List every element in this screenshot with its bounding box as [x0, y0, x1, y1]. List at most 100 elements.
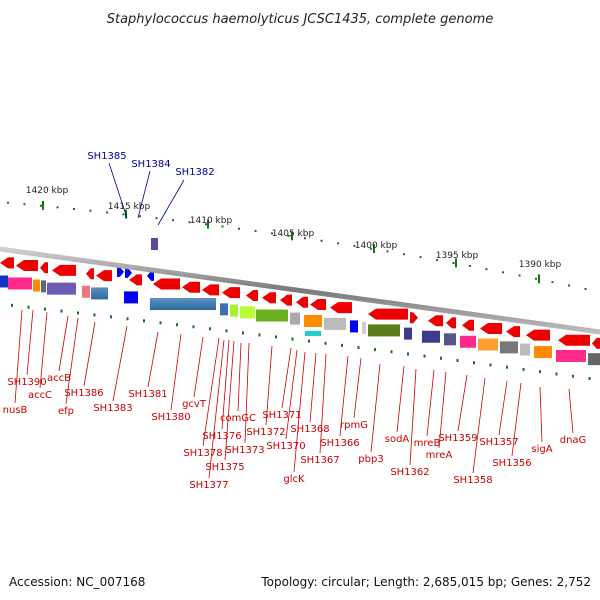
gene-arrow	[330, 302, 352, 314]
gene-arrow	[592, 337, 600, 349]
ruler-dot	[225, 329, 228, 333]
gene-label: glcK	[283, 474, 305, 485]
gene-arrow	[96, 270, 112, 282]
ruler-dot	[374, 348, 376, 352]
ruler-dot	[506, 365, 508, 369]
gene-arrow	[368, 308, 408, 320]
gene-label: efp	[58, 406, 74, 417]
gene-arrow	[526, 329, 550, 341]
ruler-dot	[419, 256, 422, 259]
ruler-major-tick	[373, 244, 375, 254]
kbp-label: 1405 kbp	[272, 229, 315, 239]
gene-label: SH1370	[266, 441, 305, 452]
leader-line	[353, 357, 362, 419]
gene-block	[520, 343, 530, 356]
gene-block	[556, 349, 586, 362]
gene-label: SH1385	[87, 151, 126, 162]
gene-block	[240, 306, 255, 319]
leader-line	[370, 363, 381, 453]
gene-label: SH1371	[262, 410, 301, 421]
ruler-dot	[275, 335, 277, 339]
ruler-dot	[60, 309, 63, 313]
gene-arrow	[16, 260, 38, 272]
ruler-dot	[440, 356, 442, 360]
gene-block	[8, 277, 32, 290]
gene-label: SH1378	[183, 448, 222, 459]
gene-arrow	[246, 289, 258, 301]
gene-arrow	[506, 326, 520, 338]
ruler-dot	[159, 321, 162, 325]
gene-block	[305, 331, 321, 336]
ruler-dot	[386, 250, 389, 253]
ruler-dot	[572, 374, 574, 378]
kbp-label: 1420 kbp	[26, 186, 69, 196]
gene-block	[256, 309, 288, 322]
gene-block	[368, 324, 400, 337]
gene-label: SH1381	[128, 389, 167, 400]
gene-arrow	[125, 267, 132, 278]
gene-arrow	[147, 270, 154, 281]
ruler-dot	[172, 219, 174, 222]
leader-line	[457, 374, 468, 432]
leader-line	[244, 342, 250, 444]
gene-arrow	[86, 268, 94, 280]
ruler-dot	[320, 239, 323, 242]
gene-arrow	[52, 264, 76, 276]
ruler-dot	[188, 221, 191, 224]
gene-arrow	[480, 323, 502, 335]
ruler-major-tick	[207, 219, 209, 229]
gene-label: SH1390	[7, 377, 46, 388]
gene-label: SH1386	[64, 388, 103, 399]
gene-block	[0, 275, 8, 288]
ruler-dot	[93, 313, 96, 317]
ruler-dot	[139, 215, 141, 218]
ruler-dot	[73, 207, 75, 210]
gene-label: nusB	[3, 405, 28, 416]
ruler-dot	[89, 209, 92, 212]
leader-line	[293, 351, 306, 473]
leader-lines	[14, 162, 574, 479]
ruler-dot	[390, 350, 393, 354]
ruler-dot	[502, 271, 504, 274]
ruler-dot	[337, 242, 339, 245]
gene-label: SH1368	[290, 424, 329, 435]
ruler-dot	[291, 337, 294, 341]
gene-arrow	[40, 262, 48, 274]
ruler-dot	[258, 333, 261, 337]
kbp-label: 1390 kbp	[519, 260, 562, 270]
ruler-dot	[209, 327, 211, 331]
leader-line	[202, 337, 220, 447]
ruler-dot	[44, 307, 46, 311]
gene-label: gcvT	[182, 399, 207, 410]
gene-block	[362, 321, 366, 334]
kbp-label: 1400 kbp	[355, 241, 398, 251]
leader-line	[319, 353, 327, 454]
leader-line	[568, 388, 574, 434]
kbp-label: 1415 kbp	[108, 202, 151, 212]
ruler-dot	[469, 265, 471, 268]
gene-block	[33, 279, 40, 292]
ruler-dot	[407, 352, 409, 356]
gene-arrow	[117, 266, 124, 277]
gene-arrow	[222, 287, 240, 299]
gene-label: SH1384	[131, 159, 170, 170]
genome-summary-text: Topology: circular; Length: 2,685,015 bp…	[260, 575, 591, 589]
ruler-dot	[555, 372, 558, 376]
gene-arrow	[310, 298, 326, 310]
gene-block	[151, 238, 158, 250]
ruler-dot	[568, 284, 570, 287]
map-title: Staphylococcus haemolyticus JCSC1435, co…	[107, 12, 494, 27]
ruler-dot	[584, 287, 587, 290]
ruler-dot	[304, 237, 306, 240]
gene-features	[0, 238, 600, 381]
gene-block	[500, 341, 518, 354]
gene-arrow	[428, 315, 443, 327]
ruler-dot	[122, 213, 125, 216]
gene-label: SH1358	[453, 475, 492, 486]
ruler-dot	[106, 211, 108, 214]
ruler-dot	[423, 354, 426, 358]
leader-line	[108, 162, 128, 219]
gene-label: SH1375	[205, 462, 244, 473]
